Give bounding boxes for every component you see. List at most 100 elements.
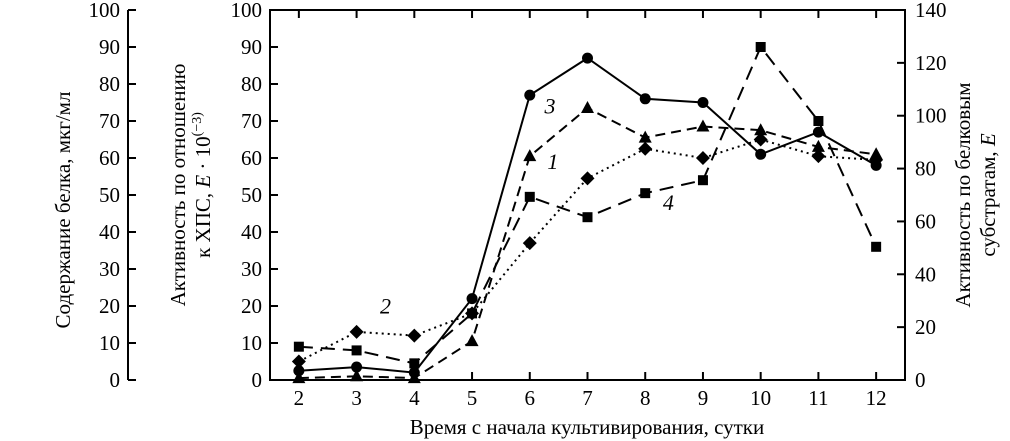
- y-axis-hps-title-line1: Активность по отношению: [166, 64, 190, 307]
- data-point-series-4: [409, 358, 420, 369]
- x-axis: 2 3 4 5 6 7 8 9 10 11 12: [294, 10, 887, 410]
- data-point-series-3: [581, 101, 594, 114]
- y-outer-tick-label: 0: [110, 368, 121, 392]
- y-axis-hps-activity: 0 10 20 30 40 50 60 70 80 90 100: [231, 0, 278, 392]
- y-outer-tick-label: 90: [99, 35, 120, 59]
- data-point-series-1: [466, 293, 478, 305]
- y-outer-tick-label: 40: [99, 220, 120, 244]
- y-inner-tick-label: 70: [241, 109, 262, 133]
- data-point-series-1: [755, 148, 767, 160]
- series-annotations: 1 2 3 4: [380, 94, 674, 319]
- y-axis-hps-title-var: E: [191, 175, 215, 189]
- series-label-2: 2: [380, 293, 391, 318]
- y-axis-hps-title-prefix: к ХПС,: [191, 188, 215, 258]
- x-tick-label: 7: [582, 386, 593, 410]
- data-point-series-4: [871, 241, 882, 252]
- y-outer-tick-label: 20: [99, 294, 120, 318]
- data-point-series-4: [755, 42, 766, 52]
- data-point-series-3: [696, 119, 710, 132]
- y-right-tick-label: 0: [915, 368, 926, 392]
- y-right-tick-label: 140: [915, 0, 947, 22]
- y-right-tick-label: 60: [915, 209, 936, 233]
- data-point-series-2: [522, 236, 537, 251]
- y-inner-tick-label: 20: [241, 294, 262, 318]
- y-inner-tick-label: 0: [252, 368, 263, 392]
- data-point-series-3: [811, 139, 825, 152]
- x-tick-label: 9: [698, 386, 709, 410]
- data-point-series-2: [638, 141, 653, 156]
- y-axis-protein: 0 10 20 30 40 50 60 70 80 90 100: [89, 0, 136, 392]
- y-axis-right-title-var: E: [976, 133, 1000, 147]
- data-point-series-2: [291, 354, 306, 369]
- data-point-series-1: [639, 93, 651, 105]
- y-inner-tick-label: 100: [231, 0, 263, 22]
- y-axis-hps-title-line2: к ХПС, E · 10(−3): [190, 112, 215, 258]
- y-inner-tick-label: 10: [241, 331, 262, 355]
- data-point-series-2: [811, 149, 826, 164]
- data-point-series-2: [580, 171, 595, 186]
- data-point-series-2: [349, 324, 364, 339]
- x-tick-label: 4: [409, 386, 420, 410]
- x-tick-label: 5: [467, 386, 478, 410]
- data-point-series-1: [697, 97, 709, 108]
- y-outer-tick-label: 60: [99, 146, 120, 170]
- data-point-series-2: [695, 151, 710, 165]
- y-outer-tick-label: 100: [89, 0, 121, 22]
- data-point-series-3: [292, 371, 306, 384]
- y-axis-right-title-line2: субстратам, E: [976, 133, 1000, 257]
- y-inner-tick-label: 40: [241, 220, 262, 244]
- y-right-tick-label: 120: [915, 51, 947, 75]
- y-inner-tick-label: 50: [241, 183, 262, 207]
- x-tick-label: 11: [808, 386, 828, 410]
- series-group: [291, 42, 884, 384]
- x-tick-label: 3: [351, 386, 362, 410]
- series-label-3: 3: [543, 94, 555, 119]
- data-point-series-4: [640, 188, 651, 199]
- data-point-series-4: [813, 116, 824, 126]
- y-inner-tick-label: 60: [241, 146, 262, 170]
- series-label-1: 1: [547, 149, 558, 174]
- y-axis-right-title-prefix: субстратам,: [976, 146, 1000, 257]
- data-point-series-4: [524, 191, 535, 202]
- data-point-series-4: [697, 175, 708, 186]
- plot-frame: [269, 9, 906, 381]
- data-point-series-1: [293, 365, 305, 377]
- x-axis-title: Время с начала культивирования, сутки: [410, 415, 765, 439]
- y-inner-tick-label: 90: [241, 35, 262, 59]
- y-right-tick-label: 40: [915, 262, 936, 286]
- y-outer-tick-label: 70: [99, 109, 120, 133]
- y-outer-tick-label: 50: [99, 183, 120, 207]
- data-point-series-1: [582, 52, 593, 64]
- data-point-series-3: [754, 123, 768, 136]
- data-point-series-2: [407, 328, 422, 343]
- data-point-series-3: [638, 130, 652, 143]
- data-point-series-3: [350, 369, 364, 382]
- y-outer-tick-label: 30: [99, 257, 120, 281]
- data-point-series-4: [293, 341, 304, 352]
- y-right-tick-label: 20: [915, 315, 936, 339]
- y-axis-hps-title-mid: · 10: [191, 136, 215, 175]
- y-axis-right-title-line1: Активность по белковым: [951, 82, 975, 307]
- y-inner-tick-label: 80: [241, 72, 262, 96]
- y-outer-tick-label: 80: [99, 72, 120, 96]
- y-outer-tick-label: 10: [99, 331, 120, 355]
- series-label-4: 4: [663, 190, 674, 215]
- y-right-tick-label: 80: [915, 157, 936, 181]
- data-point-series-4: [351, 345, 362, 356]
- data-point-series-2: [753, 132, 768, 147]
- data-point-series-3: [869, 147, 883, 160]
- series-line-2: [298, 138, 877, 363]
- y-inner-tick-label: 30: [241, 257, 262, 281]
- data-point-series-3: [523, 149, 537, 162]
- data-point-series-4: [467, 308, 478, 319]
- data-point-series-3: [407, 371, 421, 384]
- y-axis-hps-title-sup: (−3): [190, 112, 205, 137]
- x-tick-label: 6: [525, 386, 536, 410]
- x-tick-label: 2: [294, 386, 305, 410]
- data-point-series-3: [465, 334, 479, 347]
- x-tick-label: 8: [640, 386, 651, 410]
- data-point-series-4: [582, 212, 593, 223]
- x-tick-label: 12: [866, 386, 887, 410]
- y-right-tick-label: 100: [915, 104, 947, 128]
